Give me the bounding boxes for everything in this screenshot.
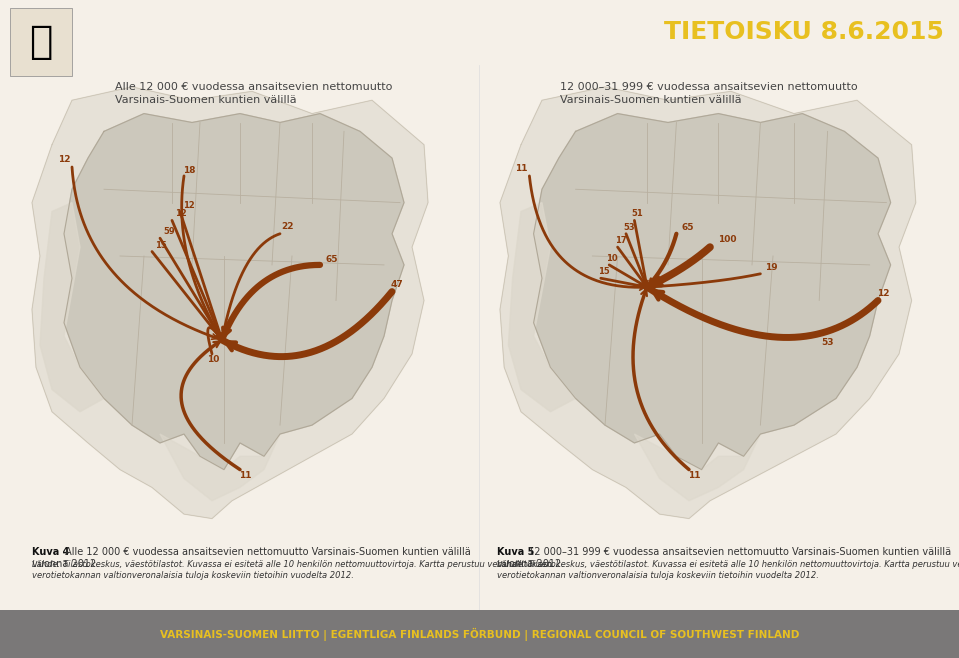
Text: Alle 12 000 € vuodessa ansaitsevien nettomuutto Varsinais-Suomen kuntien välillä: Alle 12 000 € vuodessa ansaitsevien nett… <box>62 547 471 557</box>
Text: Kuva 5: Kuva 5 <box>497 547 534 557</box>
Text: verotietokannan valtionveronalaisia tuloja koskeviin tietoihin vuodelta 2012.: verotietokannan valtionveronalaisia tulo… <box>32 571 354 580</box>
Text: 12 000–31 999 € vuodessa ansaitsevien nettomuutto: 12 000–31 999 € vuodessa ansaitsevien ne… <box>560 82 857 92</box>
Text: 65: 65 <box>325 255 338 264</box>
Text: 65: 65 <box>682 223 694 232</box>
Text: 18: 18 <box>183 166 196 175</box>
Text: 11: 11 <box>515 164 527 173</box>
Text: verotietokannan valtionveronalaisia tuloja koskeviin tietoihin vuodelta 2012.: verotietokannan valtionveronalaisia tulo… <box>497 571 819 580</box>
Text: 11: 11 <box>239 470 251 480</box>
Text: TIETOISKU 8.6.2015: TIETOISKU 8.6.2015 <box>665 20 944 44</box>
Text: 15: 15 <box>597 267 610 276</box>
Polygon shape <box>40 203 104 412</box>
Text: 59: 59 <box>163 227 175 236</box>
Text: 12: 12 <box>58 155 70 164</box>
Polygon shape <box>508 203 575 412</box>
Text: 10: 10 <box>207 355 220 364</box>
Text: 22: 22 <box>282 222 294 231</box>
Bar <box>10 8 72 76</box>
Text: Alle 12 000 € vuodessa ansaitsevien nettomuutto: Alle 12 000 € vuodessa ansaitsevien nett… <box>115 82 392 92</box>
Bar <box>0 610 959 658</box>
Text: Varsinais-Suomen kuntien välillä: Varsinais-Suomen kuntien välillä <box>560 95 741 105</box>
Text: 12: 12 <box>175 209 187 218</box>
Text: VARSINAIS-SUOMEN LIITTO | EGENTLIGA FINLANDS FÖRBUND | REGIONAL COUNCIL OF SOUTH: VARSINAIS-SUOMEN LIITTO | EGENTLIGA FINL… <box>160 628 799 640</box>
Text: 12 000–31 999 € vuodessa ansaitsevien nettomuutto Varsinais-Suomen kuntien välil: 12 000–31 999 € vuodessa ansaitsevien ne… <box>525 547 951 557</box>
Polygon shape <box>533 114 891 470</box>
Text: 10: 10 <box>606 254 618 263</box>
Text: Kuva 4: Kuva 4 <box>32 547 69 557</box>
Text: 15: 15 <box>155 241 167 249</box>
Polygon shape <box>635 434 760 501</box>
Text: 🔴: 🔴 <box>30 23 53 61</box>
Text: 53: 53 <box>821 338 833 347</box>
Text: Lähde: Tilastokeskus, väestötilastot. Kuvassa ei esitetä alle 10 henkilön nettom: Lähde: Tilastokeskus, väestötilastot. Ku… <box>32 560 551 569</box>
Text: 47: 47 <box>390 280 404 289</box>
Text: Lähde: Tilastokeskus, väestötilastot. Kuvassa ei esitetä alle 10 henkilön nettom: Lähde: Tilastokeskus, väestötilastot. Ku… <box>497 560 959 569</box>
Text: 12: 12 <box>877 288 889 297</box>
Text: vuonna 2012.: vuonna 2012. <box>32 559 99 569</box>
Polygon shape <box>32 87 428 519</box>
Text: vuonna 2012.: vuonna 2012. <box>497 559 564 569</box>
Text: 12: 12 <box>183 201 195 209</box>
Polygon shape <box>64 114 404 470</box>
Polygon shape <box>160 434 280 501</box>
Text: 19: 19 <box>765 263 778 272</box>
Text: 11: 11 <box>688 470 700 480</box>
Text: 100: 100 <box>718 235 737 244</box>
Text: 51: 51 <box>631 209 643 218</box>
Text: 53: 53 <box>623 223 635 232</box>
Polygon shape <box>500 87 916 519</box>
Text: 17: 17 <box>615 236 626 245</box>
Text: Varsinais-Suomen kuntien välillä: Varsinais-Suomen kuntien välillä <box>115 95 296 105</box>
